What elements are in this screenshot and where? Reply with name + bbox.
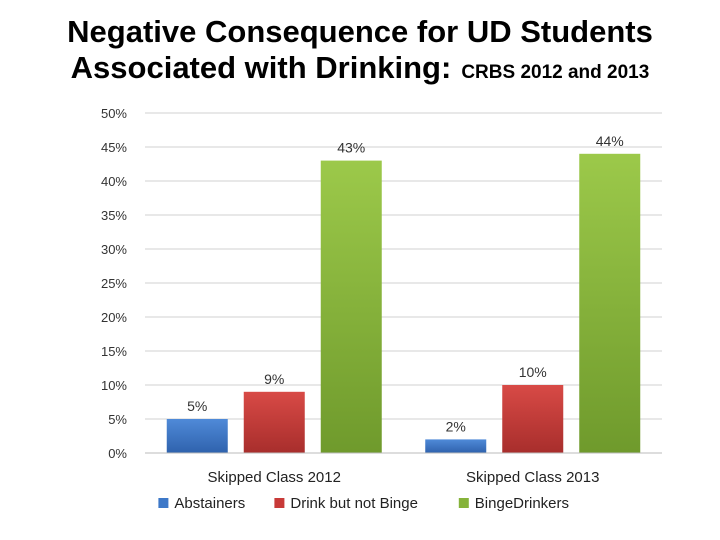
- x-axis: Skipped Class 2012 Skipped Class 2013: [145, 452, 662, 486]
- bar: [425, 439, 487, 453]
- data-label: 43%: [337, 140, 365, 156]
- data-labels: 5% 9% 43% 2% 10% 44%: [187, 133, 624, 435]
- x-category-label: Skipped Class 2012: [208, 469, 341, 486]
- bar: [243, 391, 305, 453]
- data-label: 44%: [596, 133, 624, 149]
- chart-title: Negative Consequence for UD Students Ass…: [0, 14, 720, 92]
- data-label: 9%: [264, 371, 284, 387]
- legend: Abstainers Drink but not Binge BingeDrinke…: [158, 495, 569, 512]
- y-tick-label: 25%: [101, 276, 127, 291]
- title-line-2-text: Associated with Drinking:: [70, 50, 452, 85]
- data-label: 2%: [446, 418, 466, 434]
- bar: [320, 160, 382, 453]
- title-line-2: Associated with Drinking: CRBS 2012 and 2…: [0, 50, 720, 92]
- data-label: 10%: [519, 364, 547, 380]
- legend-label: BingeDrinkers: [475, 495, 569, 512]
- y-tick-label: 50%: [101, 106, 127, 121]
- bars: [166, 153, 641, 454]
- y-axis: 0% 5% 10% 15% 20% 25% 30% 35% 40% 45% 50%: [101, 106, 127, 461]
- y-tick-label: 5%: [108, 412, 127, 427]
- y-tick-label: 10%: [101, 378, 127, 393]
- bar: [502, 385, 564, 453]
- y-tick-label: 40%: [101, 174, 127, 189]
- title-line-1: Negative Consequence for UD Students: [67, 14, 653, 49]
- bar: [579, 153, 641, 454]
- y-tick-label: 45%: [101, 140, 127, 155]
- legend-label: Drink but not Binge: [290, 495, 418, 512]
- y-tick-label: 0%: [108, 446, 127, 461]
- legend-label: Abstainers: [174, 495, 245, 512]
- y-tick-label: 20%: [101, 310, 127, 325]
- legend-swatch: [274, 498, 285, 508]
- legend-swatch: [158, 498, 169, 508]
- y-tick-label: 30%: [101, 242, 127, 257]
- y-tick-label: 15%: [101, 344, 127, 359]
- chart-subtitle: CRBS 2012 and 2013: [461, 62, 650, 83]
- grid: [145, 112, 662, 454]
- y-tick-label: 35%: [101, 208, 127, 223]
- bar: [166, 419, 228, 453]
- data-label: 5%: [187, 398, 207, 414]
- x-category-label: Skipped Class 2013: [466, 469, 599, 486]
- legend-swatch: [458, 498, 469, 508]
